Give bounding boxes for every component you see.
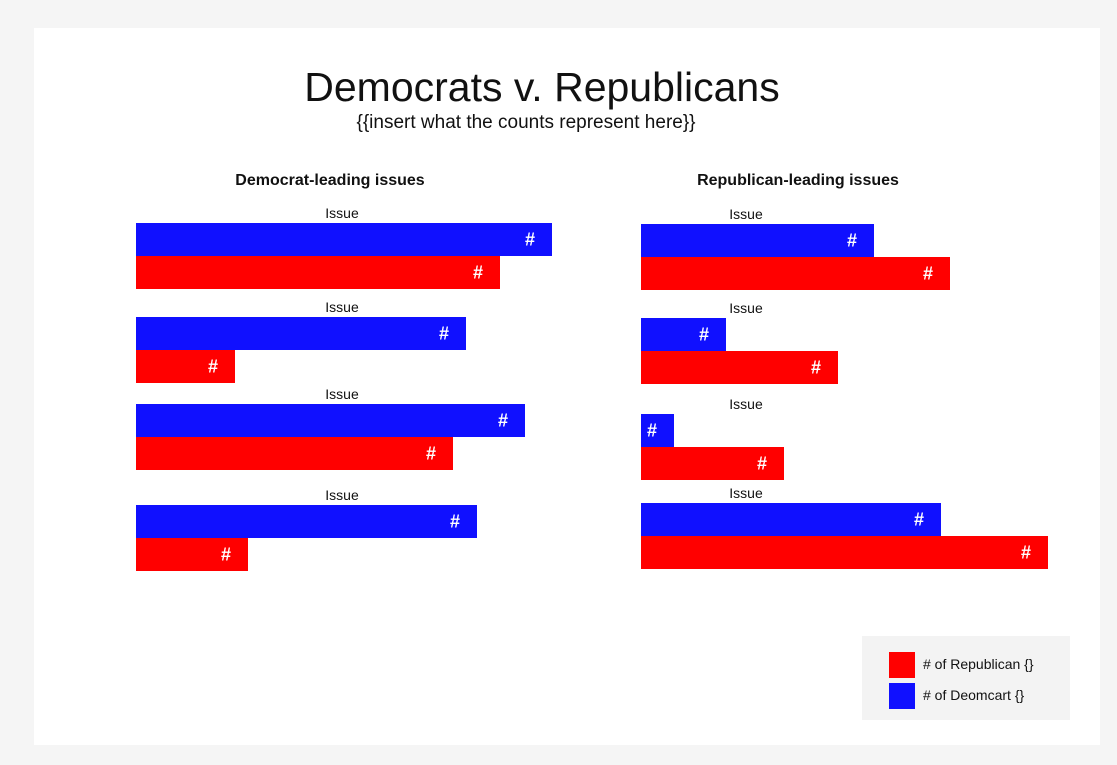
republican-leading-bar-republican — [641, 257, 950, 290]
democrat-leading-bar-republican — [136, 538, 248, 571]
republican-leading-data-label-republican: # — [923, 264, 933, 284]
legend-label-republican: # of Republican {} — [923, 656, 1034, 672]
democrat-leading-data-label-democrat: # — [439, 324, 449, 344]
chart-title: Democrats v. Republicans — [304, 64, 780, 110]
democrat-leading-data-label-democrat: # — [525, 230, 535, 250]
democrat-leading-bar-democrat — [136, 404, 525, 437]
republican-leading-category-label: Issue — [729, 206, 763, 222]
democrat-leading-category-label: Issue — [325, 299, 359, 315]
republican-leading-bar-democrat — [641, 414, 674, 447]
democrat-leading-bar-republican — [136, 256, 500, 289]
democrat-leading-bar-democrat — [136, 505, 477, 538]
democrat-leading-bar-republican — [136, 350, 235, 383]
republican-leading-bar-democrat — [641, 503, 941, 536]
republican-leading-data-label-democrat: # — [699, 325, 709, 345]
democrat-leading-data-label-republican: # — [426, 444, 436, 464]
legend: # of Republican {} # of Deomcart {} — [862, 636, 1070, 720]
democrat-leading-bar-republican — [136, 437, 453, 470]
republican-leading-data-label-democrat: # — [914, 510, 924, 530]
republican-leading-data-label-democrat: # — [847, 231, 857, 251]
democrat-leading-data-label-republican: # — [208, 357, 218, 377]
legend-label-democrat: # of Deomcart {} — [923, 687, 1025, 703]
republican-leading-bar-republican — [641, 351, 838, 384]
chart-card — [34, 28, 1100, 745]
republican-leading-bar-democrat — [641, 224, 874, 257]
republican-leading-data-label-republican: # — [811, 358, 821, 378]
legend-swatch-republican — [889, 652, 915, 678]
legend-swatch-democrat — [889, 683, 915, 709]
republican-leading-category-label: Issue — [729, 396, 763, 412]
democrat-leading-data-label-republican: # — [473, 263, 483, 283]
republican-leading-bar-republican — [641, 447, 784, 480]
republican-leading-data-label-republican: # — [757, 454, 767, 474]
panel-title-democrat: Democrat-leading issues — [235, 172, 425, 189]
democrat-leading-data-label-republican: # — [221, 545, 231, 565]
democrat-leading-bar-democrat — [136, 317, 466, 350]
republican-leading-category-label: Issue — [729, 300, 763, 316]
democrat-leading-bar-democrat — [136, 223, 552, 256]
democrat-leading-data-label-democrat: # — [450, 512, 460, 532]
republican-leading-data-label-democrat: # — [647, 421, 657, 441]
democrat-leading-category-label: Issue — [325, 205, 359, 221]
republican-leading-data-label-republican: # — [1021, 543, 1031, 563]
chart-subtitle: {{insert what the counts represent here}… — [356, 112, 696, 133]
panel-title-republican: Republican-leading issues — [697, 172, 899, 189]
democrat-leading-data-label-democrat: # — [498, 411, 508, 431]
democrat-leading-category-label: Issue — [325, 386, 359, 402]
democrat-leading-category-label: Issue — [325, 487, 359, 503]
republican-leading-bar-republican — [641, 536, 1048, 569]
republican-leading-category-label: Issue — [729, 485, 763, 501]
republican-leading-bar-democrat — [641, 318, 726, 351]
